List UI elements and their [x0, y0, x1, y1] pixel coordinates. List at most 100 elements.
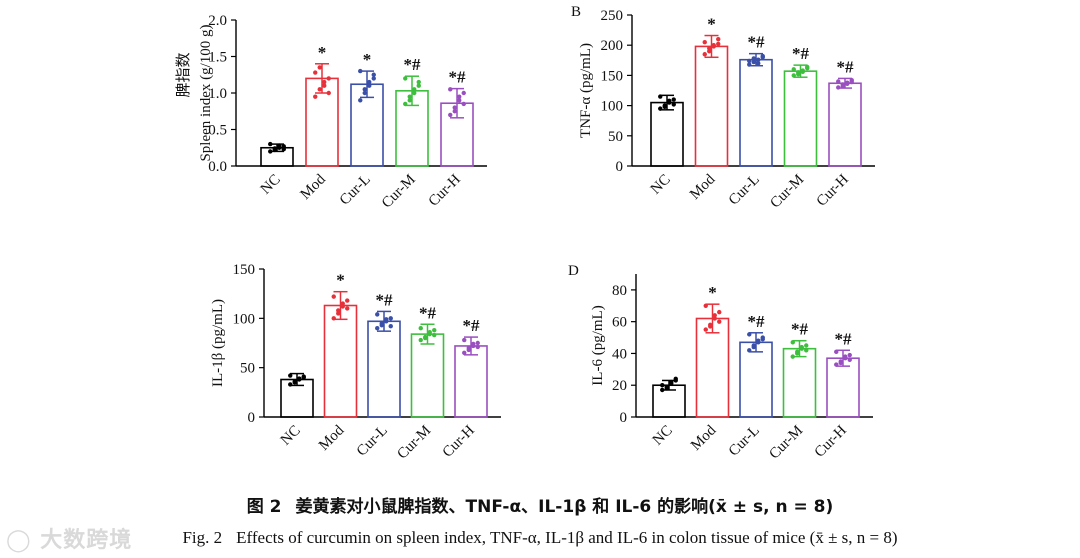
data-point [845, 81, 850, 87]
data-point [407, 94, 412, 99]
data-point [358, 68, 363, 74]
data-point [326, 76, 331, 81]
significance-marker: *# [404, 55, 422, 74]
y-tick-label: 80 [612, 283, 627, 299]
data-point [375, 312, 380, 317]
y-tick-label: 50 [240, 361, 255, 377]
data-point [384, 317, 389, 322]
data-point [702, 39, 707, 45]
data-point [313, 94, 318, 99]
data-point [313, 70, 318, 75]
data-point [836, 79, 841, 84]
bar-cur-h [454, 345, 488, 418]
significance-marker: *# [449, 68, 467, 87]
y-axis-label: IL-1β (pg/mL) [210, 299, 226, 387]
data-point [452, 105, 457, 110]
data-point [412, 87, 417, 92]
y-tick-label: 150 [601, 68, 624, 84]
data-point [804, 343, 809, 348]
panel-label: D [568, 263, 579, 279]
y-tick-label: 50 [608, 129, 623, 145]
y-tick-label: 0 [248, 410, 256, 426]
data-point [660, 387, 665, 393]
x-tick-label: Cur-M [767, 172, 807, 212]
data-point [804, 348, 809, 353]
data-point [326, 90, 331, 96]
data-point [756, 61, 761, 66]
significance-marker: *# [376, 290, 394, 309]
x-tick-label: Cur-M [394, 423, 434, 463]
data-point [805, 64, 810, 70]
data-point [836, 85, 841, 90]
data-point [671, 102, 676, 107]
watermark-text: 大数跨境 [40, 528, 133, 553]
x-tick-label: Cur-M [379, 172, 419, 212]
bar-cur-l [367, 320, 401, 418]
data-point [281, 147, 286, 152]
x-tick-label: Cur-H [426, 171, 464, 209]
data-point [662, 104, 667, 110]
caption-cn-text: 姜黄素对小鼠脾指数、TNF-α、IL-1β 和 IL-6 的影响(x̄ ± s,… [295, 497, 834, 517]
figure-caption-english: Fig. 2 Effects of curcumin on spleen inde… [0, 528, 1080, 548]
significance-marker: *# [791, 320, 809, 339]
data-point [403, 101, 408, 107]
figure-caption-chinese: 图 2 姜黄素对小鼠脾指数、TNF-α、IL-1β 和 IL-6 的影响(x̄ ±… [0, 492, 1080, 517]
data-point [277, 143, 282, 148]
y-axis-label: TNF-α (pg/mL) [578, 43, 594, 138]
data-point [840, 84, 845, 89]
data-point [708, 324, 713, 329]
data-point [461, 101, 466, 107]
y-tick-label: 1.0 [208, 86, 227, 102]
data-point [268, 141, 273, 147]
data-point [367, 83, 372, 88]
data-point [362, 90, 367, 96]
data-point [747, 348, 752, 353]
data-point [457, 94, 462, 99]
significance-marker: * [707, 15, 716, 34]
y-tick-label: 150 [233, 262, 256, 278]
data-point [471, 341, 476, 347]
data-point [427, 329, 432, 335]
caption-cn-label: 图 2 [246, 497, 282, 517]
data-point [432, 332, 437, 338]
bar-cur-m [782, 347, 817, 418]
data-point [838, 360, 843, 366]
significance-marker: * [363, 50, 372, 69]
data-point [288, 373, 293, 378]
bar-cur-h [828, 82, 862, 167]
significance-marker: * [336, 271, 345, 290]
x-tick-label: NC [278, 423, 304, 449]
x-tick-label: Cur-L [337, 172, 374, 209]
x-tick-label: Cur-H [812, 422, 850, 460]
data-point [268, 149, 273, 154]
data-point [834, 349, 839, 355]
x-tick-label: Mod [687, 171, 719, 203]
x-tick-label: Cur-L [726, 172, 763, 209]
x-tick-label: Cur-H [814, 171, 852, 209]
data-point [702, 52, 707, 57]
y-tick-label: 100 [233, 311, 256, 327]
caption-en-label: Fig. 2 [182, 528, 223, 547]
significance-marker: *# [748, 312, 766, 331]
y-tick-label: 20 [612, 378, 627, 394]
data-point [760, 53, 765, 59]
data-point [272, 146, 277, 151]
data-point [796, 71, 801, 77]
data-point [760, 336, 765, 342]
data-point [452, 109, 457, 114]
x-tick-label: Cur-M [766, 423, 806, 463]
data-point [667, 98, 672, 103]
y-tick-label: 1.5 [208, 50, 227, 66]
bar-nc [650, 101, 684, 167]
data-point [418, 337, 423, 343]
y-axis-label: Spleen index (g/100 g) [198, 24, 214, 161]
data-point [423, 335, 428, 341]
data-point [790, 354, 795, 359]
data-point [791, 67, 796, 72]
data-point [849, 79, 854, 85]
data-point [432, 327, 437, 333]
data-point [475, 340, 480, 346]
x-tick-label: NC [648, 172, 674, 198]
x-tick-label: Cur-L [726, 423, 763, 460]
